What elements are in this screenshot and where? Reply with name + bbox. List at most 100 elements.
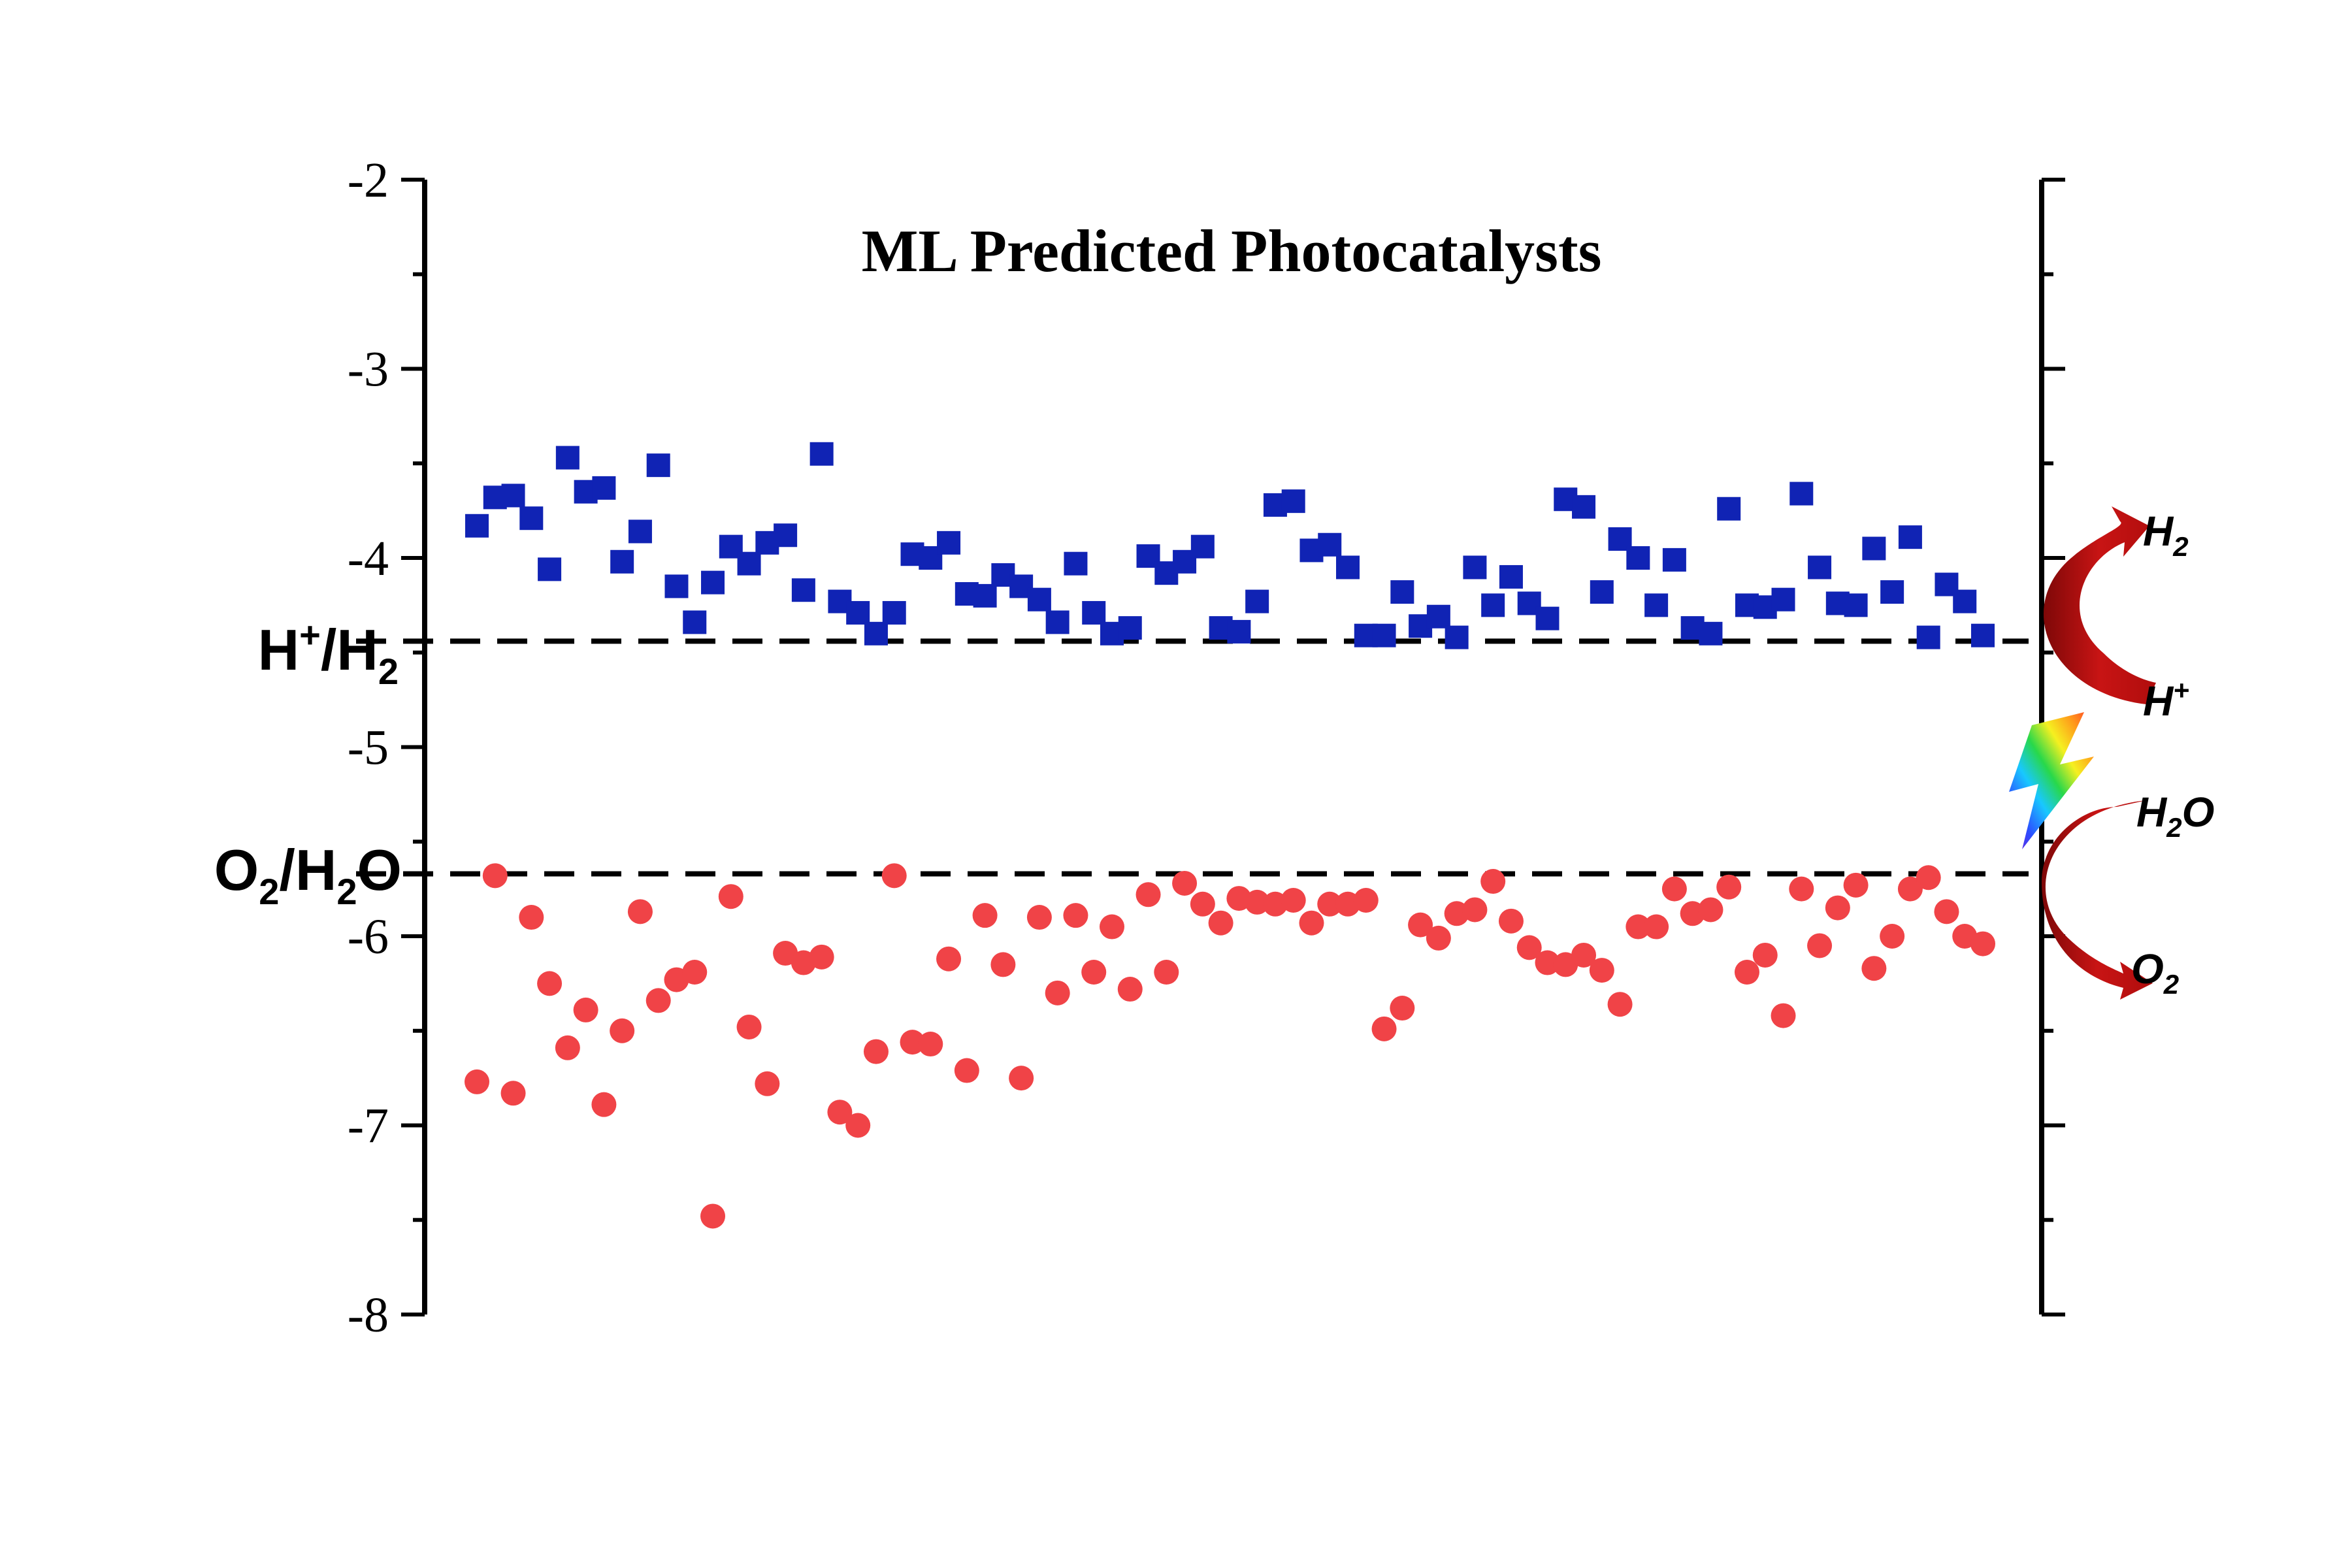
vb-circle-point [755,1071,780,1096]
o-level-label: O2/H2O [214,838,402,912]
cb-square-point [1862,536,1886,561]
vb-circle-point [1099,914,1124,939]
vb-circle-point [537,971,563,996]
vb-circle-point [1807,933,1833,958]
vb-circle-point [1135,882,1161,907]
vb-circle-point [465,1069,489,1094]
vb-circle-point [591,1092,617,1117]
cb-square-point [1390,580,1414,604]
cb-square-point [664,574,689,598]
cb-square-point [555,446,580,470]
vb-circle-point [1752,942,1778,968]
cb-square-point [1318,532,1342,557]
vb-circle-point [1462,897,1488,923]
chart-title: ML Predicted Photocatalysts [862,218,1602,284]
vb-circle-point [990,952,1016,977]
vb-circle-point [918,1032,943,1057]
cb-square-point [1898,525,1922,549]
vb-circle-point [627,899,653,924]
cb-square-point [1590,580,1614,604]
vb-circle-point [1625,914,1651,939]
cb-square-point [1717,497,1741,521]
y-tick-label: -2 [348,153,389,208]
series-valence-band [465,863,1995,1229]
cb-square-point [1662,547,1686,572]
vb-circle-point [1063,903,1088,928]
vb-circle-point [500,1081,526,1106]
cb-square-point [628,519,652,544]
vb-circle-point [936,946,962,972]
vb-circle-point [1009,1066,1034,1091]
vb-circle-point [1789,876,1814,902]
vb-circle-point [1172,870,1198,896]
cb-square-point [864,621,888,645]
cb-square-point [538,557,562,581]
vb-circle-point [1843,872,1869,898]
vb-circle-point [718,884,743,909]
vb-circle-point [482,863,508,889]
vb-circle-point [1698,897,1723,923]
y-tick-label: -4 [348,531,389,586]
cb-square-point [1499,564,1523,589]
cb-square-point [1118,616,1142,640]
cb-square-point [1572,495,1596,519]
cb-square-point [701,570,725,595]
cb-square-point [1771,587,1795,612]
reaction-h2-label: H2 [2143,508,2189,562]
cb-square-point [1445,625,1469,649]
cb-square-point [1027,587,1051,612]
y-tick-label: -6 [348,909,389,964]
vb-circle-point [1771,1003,1796,1028]
vb-circle-point [827,1100,853,1125]
lightning-bolt-icon [2009,712,2094,849]
vb-circle-point [1516,935,1542,960]
cb-square-point [610,549,634,574]
vb-circle-point [845,1113,871,1138]
reference-lines [356,638,2029,877]
vb-circle-point [954,1058,979,1083]
vb-circle-point [1026,905,1052,930]
cb-square-point [1535,606,1560,630]
lower-curved-arrow-icon [2042,800,2153,1000]
vb-circle-point [1589,958,1614,983]
vb-circle-point [900,1030,925,1055]
reaction-h2o-label: H2O [2136,789,2214,843]
vb-circle-point [1390,996,1415,1021]
vb-circle-point [555,1035,580,1060]
vb-circle-point [610,1018,635,1043]
cb-square-point [1281,489,1305,514]
vb-circle-point [1408,912,1433,938]
cb-square-point [791,578,815,602]
y-tick-label: -7 [348,1099,389,1154]
series-conduction-band [465,442,1995,649]
cb-square-point [1336,555,1360,580]
upper-curved-arrow-icon [2043,506,2156,704]
vb-circle-point [1281,887,1306,913]
cb-square-point [1844,593,1868,617]
vb-circle-point [1716,874,1742,900]
vb-circle-point [1081,960,1107,985]
cb-square-point [501,483,525,508]
cb-square-point [465,514,489,538]
cb-square-point [1190,534,1215,559]
y-tick-label: -8 [348,1288,389,1343]
cb-square-point [1064,551,1088,576]
cb-square-point [1227,619,1251,644]
cb-square-point [1245,589,1269,613]
vb-circle-point [1734,960,1759,985]
vb-circle-point [972,903,998,928]
cb-square-point [519,506,544,531]
reaction-o2-label: O2 [2131,945,2179,1000]
vb-circle-point [1299,910,1324,936]
vb-circle-point [1661,876,1687,902]
cb-square-point [1916,625,1940,649]
vb-circle-point [1970,931,1995,956]
vb-circle-point [809,944,834,970]
tick-marks [401,178,2065,1316]
cb-square-point [1463,555,1487,580]
cb-square-point [1880,580,1904,604]
vb-circle-point [1245,889,1270,915]
vb-circle-point [1426,925,1451,951]
cb-square-point [646,453,670,478]
